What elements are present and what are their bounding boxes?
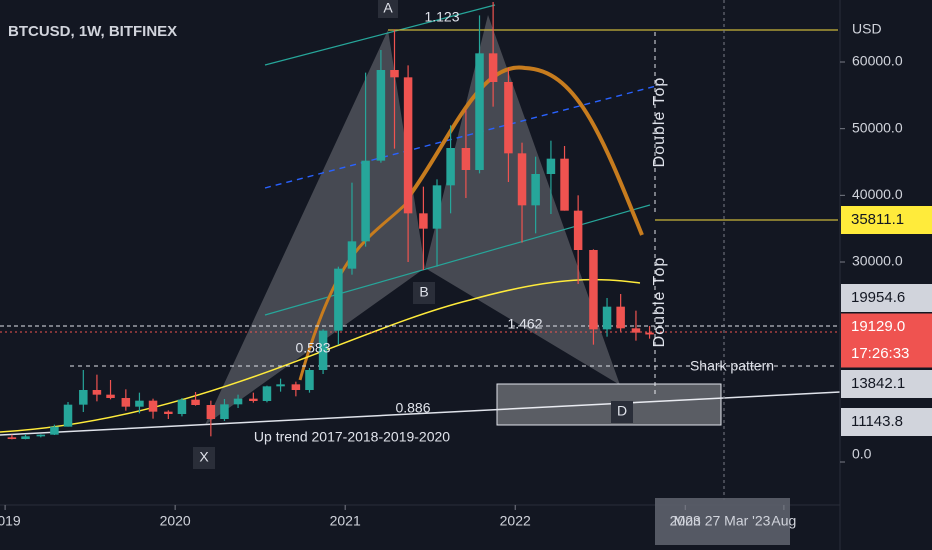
trend-line — [0, 391, 841, 436]
crosshair-box — [655, 498, 790, 545]
candle-body — [276, 384, 285, 387]
candle-body — [446, 148, 455, 186]
label-box — [611, 401, 633, 423]
candle-body — [361, 160, 370, 242]
ratio-label: 1.462 — [507, 316, 542, 332]
candle-body — [177, 399, 187, 414]
candle-body — [220, 404, 229, 419]
candle-body — [79, 390, 88, 405]
candle-body — [7, 437, 17, 439]
point-label: X — [199, 449, 209, 465]
ma-line — [0, 278, 641, 433]
x-tick-label: 2021 — [330, 513, 361, 529]
candle-body — [475, 53, 484, 171]
price-tag-label: 13842.1 — [851, 375, 905, 392]
candle-body — [135, 400, 144, 407]
candle-body — [645, 332, 654, 335]
chart-title: BTCUSD, 1W, BITFINEX — [8, 23, 177, 40]
candle-body — [318, 330, 328, 370]
target-zone — [496, 383, 722, 426]
candle-body — [531, 174, 540, 206]
candle-body — [546, 158, 556, 174]
candle-body — [334, 268, 343, 331]
y-tick-label: 0.0 — [852, 446, 872, 462]
candle-body — [589, 250, 598, 330]
candle-body — [148, 400, 158, 412]
point-label: D — [617, 403, 627, 419]
price-tags: 35811.1 19954.6 19129.0 17:26:33 13842.1 1114… — [841, 206, 932, 436]
price-tag — [841, 340, 932, 368]
candle-body — [517, 153, 527, 206]
candle-body — [403, 77, 413, 214]
y-tick-label: 50000.0 — [852, 119, 903, 135]
candle-body — [488, 53, 498, 82]
candle-body — [164, 411, 173, 414]
candle-body — [573, 210, 583, 250]
y-axis-label: USD — [852, 21, 882, 37]
candle-body — [419, 213, 428, 229]
candles — [7, 2, 654, 440]
candle-body — [602, 306, 612, 330]
candle-body — [376, 70, 386, 161]
price-tag-label: 35811.1 — [851, 211, 904, 228]
ratio-label: 0.583 — [295, 340, 330, 356]
candle-body — [249, 398, 258, 401]
candle-body — [560, 158, 569, 211]
channel-mid — [264, 84, 661, 189]
label-box — [193, 447, 215, 469]
price-tag-label: 11143.8 — [851, 413, 903, 430]
candle-body — [63, 404, 73, 427]
candle-body — [390, 70, 399, 78]
candle-body — [291, 384, 301, 390]
arc — [408, 65, 644, 236]
y-tick-label: 30000.0 — [852, 253, 903, 269]
point-label: B — [419, 284, 428, 300]
candle-body — [36, 434, 46, 437]
channel-top — [264, 4, 496, 66]
x-tick-label: 2022 — [500, 513, 531, 529]
candle-body — [92, 390, 102, 395]
candle-body — [233, 398, 243, 405]
candle-body — [21, 436, 30, 439]
candle-body — [347, 241, 357, 269]
candle-body — [616, 306, 625, 329]
double-top-label: Double Top — [651, 77, 668, 168]
price-tag-label: 17:26:33 — [851, 345, 909, 362]
price-tag — [841, 408, 932, 436]
candle-body — [461, 148, 471, 170]
candle-body — [191, 399, 200, 405]
candle-body — [262, 386, 272, 401]
ratio-label: 0.886 — [395, 400, 430, 416]
candle-body — [50, 426, 59, 435]
x-tick-label: 2019 — [0, 513, 21, 529]
price-tag — [841, 370, 932, 398]
price-tag — [841, 284, 932, 312]
candle-body — [106, 394, 115, 398]
point-label: A — [383, 0, 393, 16]
x-tick-label: Aug — [771, 513, 796, 529]
x-tick-label: 2023 — [670, 513, 701, 529]
candle-body — [504, 82, 513, 154]
trend-label: Up trend 2017-2018-2019-2020 — [254, 429, 450, 445]
crosshair-label: Mon 27 Mar '23 — [674, 513, 771, 529]
candle-body — [206, 405, 216, 419]
double-top-label: Double Top — [651, 257, 668, 348]
y-tick-label: 60000.0 — [852, 53, 903, 69]
price-tag-label: 19129.0 — [851, 318, 905, 335]
candle-body — [121, 398, 131, 407]
y-tick-label: 40000.0 — [852, 186, 903, 202]
candle-body — [432, 185, 442, 229]
label-box — [378, 0, 398, 18]
candle-body — [631, 328, 641, 333]
price-tag — [841, 313, 932, 341]
price-tag — [841, 206, 932, 234]
shark-label: Shark pattern — [690, 358, 774, 374]
x-tick-label: 2020 — [160, 513, 191, 529]
label-box — [413, 282, 435, 304]
price-tag-label: 19954.6 — [851, 289, 905, 306]
candle-body — [305, 370, 314, 390]
ratio-label: 1.123 — [424, 9, 459, 25]
